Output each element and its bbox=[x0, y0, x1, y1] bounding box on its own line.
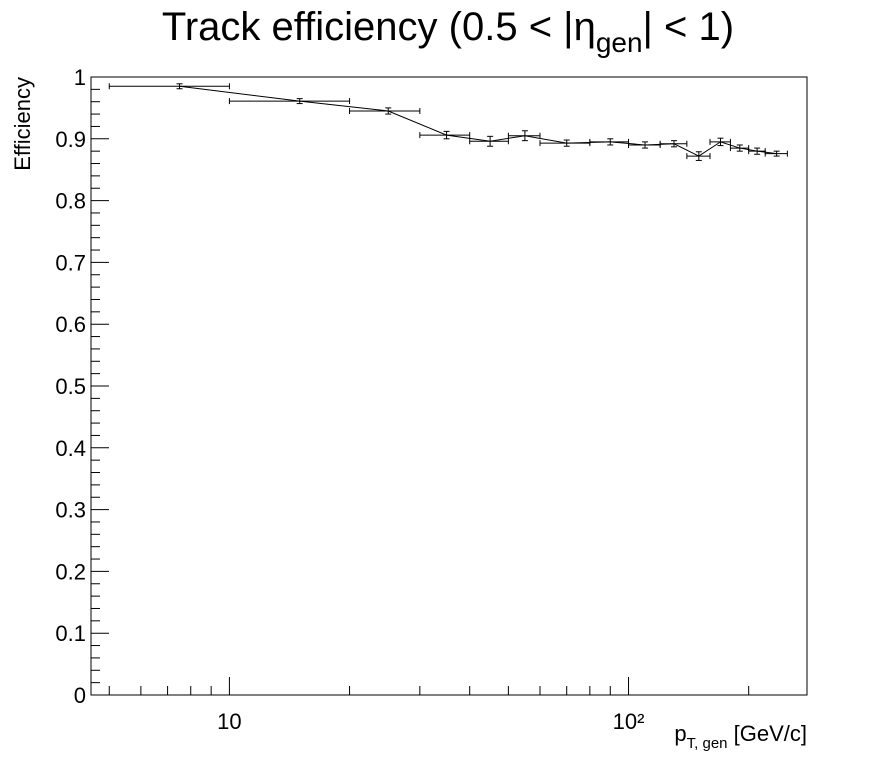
title-part: | < 1) bbox=[643, 5, 735, 49]
y-tick-label: 0.5 bbox=[55, 374, 86, 399]
x-tick-label: 10² bbox=[613, 709, 645, 734]
x-tick-label: 10 bbox=[217, 709, 241, 734]
plot-frame bbox=[90, 76, 808, 696]
y-tick-label: 0.8 bbox=[55, 189, 86, 214]
title-part: Track efficiency (0.5 < |η bbox=[162, 5, 596, 49]
x-label-part: p bbox=[674, 721, 686, 746]
x-label-subscript: T, gen bbox=[687, 735, 728, 752]
y-tick-label: 0.6 bbox=[55, 312, 86, 337]
x-label-part: [GeV/c] bbox=[728, 721, 807, 746]
title-subscript: gen bbox=[596, 27, 643, 58]
y-tick-label: 0.2 bbox=[55, 559, 86, 584]
y-tick-label: 0.7 bbox=[55, 250, 86, 275]
y-tick-label: 0.9 bbox=[55, 127, 86, 152]
chart-title: Track efficiency (0.5 < |ηgen| < 1) bbox=[162, 5, 734, 58]
y-tick-label: 1 bbox=[74, 65, 86, 90]
y-tick-label: 0.1 bbox=[55, 621, 86, 646]
y-tick-label: 0 bbox=[74, 683, 86, 708]
y-axis-label: Efficiency bbox=[10, 77, 35, 171]
y-tick-label: 0.4 bbox=[55, 436, 86, 461]
x-axis-label: pT, gen [GeV/c] bbox=[674, 721, 807, 752]
y-tick-label: 0.3 bbox=[55, 498, 86, 523]
